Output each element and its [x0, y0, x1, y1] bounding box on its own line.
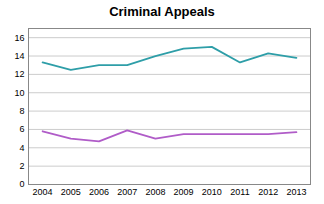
svg-text:10: 10 — [14, 88, 24, 98]
svg-text:2004: 2004 — [33, 187, 53, 197]
svg-text:0: 0 — [19, 179, 24, 189]
svg-text:14: 14 — [14, 51, 24, 61]
svg-text:2008: 2008 — [145, 187, 165, 197]
svg-text:2007: 2007 — [117, 187, 137, 197]
svg-text:2013: 2013 — [286, 187, 306, 197]
svg-text:4: 4 — [19, 143, 24, 153]
svg-text:16: 16 — [14, 33, 24, 43]
svg-text:2006: 2006 — [89, 187, 109, 197]
svg-text:2009: 2009 — [174, 187, 194, 197]
svg-text:2010: 2010 — [202, 187, 222, 197]
svg-text:2: 2 — [19, 161, 24, 171]
svg-text:8: 8 — [19, 106, 24, 116]
svg-text:2005: 2005 — [61, 187, 81, 197]
svg-text:2011: 2011 — [230, 187, 249, 197]
svg-text:2012: 2012 — [258, 187, 278, 197]
svg-text:6: 6 — [19, 124, 24, 134]
html-text:Criminal Appeals: Criminal Appeals — [109, 4, 215, 19]
svg-text:12: 12 — [14, 69, 24, 79]
